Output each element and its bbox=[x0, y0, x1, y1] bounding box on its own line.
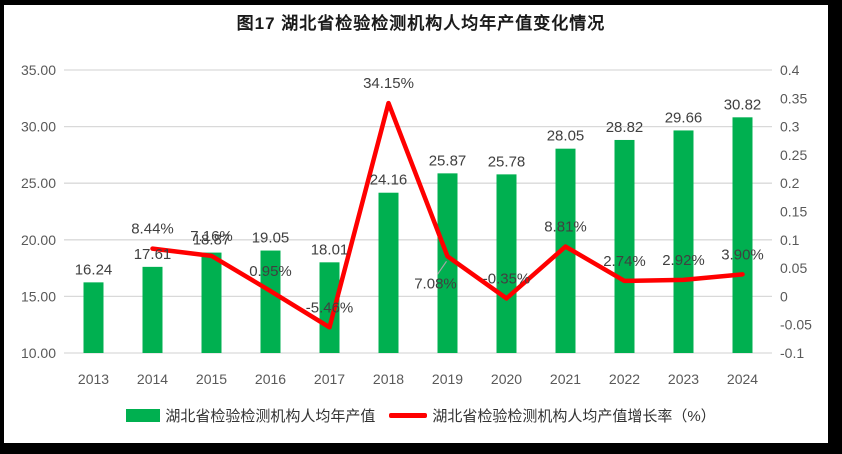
right-axis-tick: -0.1 bbox=[780, 345, 804, 361]
right-axis-tick: 0.1 bbox=[780, 232, 800, 248]
x-axis-label: 2017 bbox=[314, 371, 345, 387]
growth-rate-line bbox=[150, 100, 745, 330]
x-axis-label: 2016 bbox=[255, 371, 286, 387]
bar-label-2017: 18.01 bbox=[311, 241, 349, 258]
bar-2023 bbox=[673, 130, 694, 353]
x-axis-label: 2022 bbox=[609, 371, 640, 387]
legend-item-line-series: 湖北省检验检测机构人均产值增长率（%） bbox=[389, 405, 716, 426]
rate-label-2022: 2.74% bbox=[603, 253, 646, 270]
left-axis-tick: 30.00 bbox=[21, 119, 56, 135]
right-axis-tick: 0.3 bbox=[780, 119, 800, 135]
rate-label-2017: -5.46% bbox=[306, 299, 354, 316]
x-axis-label: 2013 bbox=[78, 371, 109, 387]
bar-label-2016: 19.05 bbox=[252, 230, 290, 247]
bar-2020 bbox=[496, 174, 517, 353]
left-axis-tick: 25.00 bbox=[21, 175, 56, 191]
bar-2024 bbox=[732, 117, 753, 353]
chart-title: 图17 湖北省检验检测机构人均年产值变化情况 bbox=[236, 14, 606, 33]
bar-label-2015: 18.87 bbox=[193, 232, 231, 249]
bar-label-2019: 25.87 bbox=[429, 152, 467, 169]
right-axis-tick: 0.4 bbox=[780, 62, 800, 78]
rate-label-2018: 34.15% bbox=[363, 75, 414, 92]
label-leader-line bbox=[437, 260, 447, 275]
left-axis-tick: 35.00 bbox=[21, 62, 56, 78]
rate-label-2014: 8.44% bbox=[131, 221, 174, 238]
x-axis-label: 2015 bbox=[196, 371, 227, 387]
bar-series-swatch bbox=[126, 409, 161, 422]
x-axis-label: 2018 bbox=[373, 371, 404, 387]
left-axis-tick: 15.00 bbox=[21, 288, 56, 304]
left-axis-tick: 10.00 bbox=[21, 345, 56, 361]
rate-label-2019: 7.08% bbox=[414, 275, 457, 292]
right-axis-tick: 0.25 bbox=[780, 147, 807, 163]
bar-label-2023: 29.66 bbox=[665, 109, 703, 126]
bar-label-2020: 25.78 bbox=[488, 153, 526, 170]
bar-label-2014: 17.61 bbox=[134, 246, 172, 263]
bar-series-label: 湖北省检验检测机构人均年产值 bbox=[165, 408, 376, 425]
x-axis-label: 2020 bbox=[491, 371, 522, 387]
line-series-swatch bbox=[389, 413, 428, 418]
left-axis-tick: 20.00 bbox=[21, 232, 56, 248]
bar-2016 bbox=[260, 250, 281, 353]
bar-2019 bbox=[437, 173, 458, 353]
rate-label-2015: 7.16% bbox=[190, 228, 233, 245]
rate-label-2021: 8.81% bbox=[544, 219, 587, 236]
rate-label-2020: -0.35% bbox=[483, 270, 531, 287]
x-axis-label: 2021 bbox=[550, 371, 581, 387]
bar-2014 bbox=[142, 266, 163, 353]
bar-2013 bbox=[83, 282, 104, 353]
bar-label-2024: 30.82 bbox=[724, 96, 762, 113]
legend-item-bar-series: 湖北省检验检测机构人均年产值 bbox=[126, 405, 375, 426]
bar-label-2013: 16.24 bbox=[75, 261, 113, 278]
x-axis-label: 2019 bbox=[432, 371, 463, 387]
rate-label-2016: 0.95% bbox=[249, 263, 292, 280]
right-axis-tick: 0.35 bbox=[780, 90, 807, 106]
right-axis-tick: 0.2 bbox=[780, 175, 800, 191]
bar-2018 bbox=[378, 192, 399, 353]
x-axis-label: 2014 bbox=[137, 371, 168, 387]
right-axis-tick: -0.05 bbox=[780, 317, 812, 333]
bar-2022 bbox=[614, 139, 635, 353]
right-axis-tick: 0.15 bbox=[780, 204, 807, 220]
bar-label-2022: 28.82 bbox=[606, 119, 644, 136]
bar-label-2018: 24.16 bbox=[370, 172, 408, 189]
bar-2017 bbox=[319, 262, 340, 353]
rate-label-2024: 3.90% bbox=[721, 246, 764, 263]
right-axis-tick: 0.05 bbox=[780, 260, 807, 276]
legend: 湖北省检验检测机构人均年产值 湖北省检验检测机构人均产值增长率（%） bbox=[0, 405, 842, 426]
x-axis-label: 2023 bbox=[668, 371, 699, 387]
right-axis-tick: 0 bbox=[780, 288, 788, 304]
line-series-label: 湖北省检验检测机构人均产值增长率（%） bbox=[432, 408, 716, 425]
x-axis-label: 2024 bbox=[727, 371, 758, 387]
bar-2021 bbox=[555, 148, 576, 353]
bar-label-2021: 28.05 bbox=[547, 128, 585, 145]
rate-label-2023: 2.92% bbox=[662, 252, 705, 269]
bar-2015 bbox=[201, 252, 222, 353]
